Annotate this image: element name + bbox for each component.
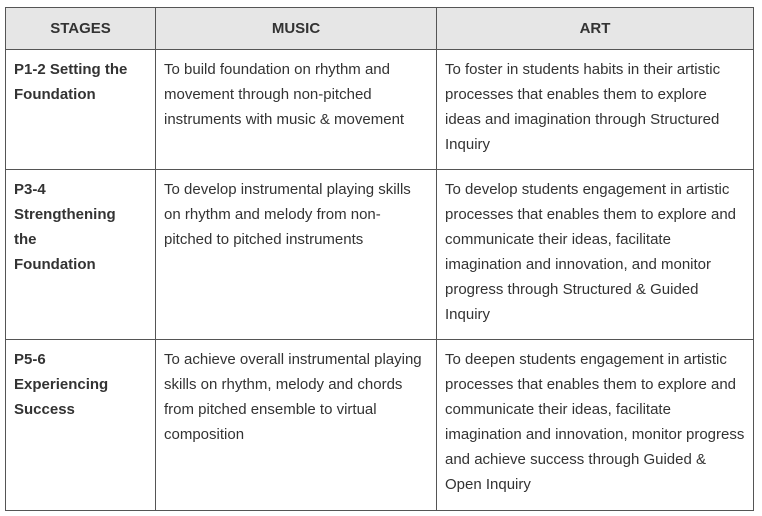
stage-cell: P5-6 Experiencing Success	[5, 339, 156, 511]
curriculum-stages-table: STAGES MUSIC ART P1-2 Setting the Founda…	[5, 7, 754, 511]
music-cell: To achieve overall instrumental playing …	[155, 339, 437, 511]
stage-label: P5-6 Experiencing Success	[14, 351, 109, 418]
table-row: P3-4 Strengthening the Foundation To dev…	[5, 169, 754, 340]
table-row: P5-6 Experiencing Success To achieve ove…	[5, 339, 754, 511]
music-text: To develop instrumental playing skills o…	[164, 181, 411, 248]
art-cell: To foster in students habits in their ar…	[436, 49, 754, 170]
music-text: To achieve overall instrumental playing …	[164, 351, 422, 443]
header-stages: STAGES	[5, 7, 156, 50]
art-cell: To deepen students engagement in artisti…	[436, 339, 754, 511]
art-text: To foster in students habits in their ar…	[445, 61, 721, 153]
stage-cell: P1-2 Setting the Foundation	[5, 49, 156, 170]
art-cell: To develop students engagement in artist…	[436, 169, 754, 340]
table-row: P1-2 Setting the Foundation To build fou…	[5, 49, 754, 170]
art-text: To deepen students engagement in artisti…	[445, 351, 745, 493]
header-music: MUSIC	[155, 7, 437, 50]
stage-cell: P3-4 Strengthening the Foundation	[5, 169, 156, 340]
table-header-row: STAGES MUSIC ART	[5, 7, 754, 50]
art-text: To develop students engagement in artist…	[445, 181, 737, 323]
music-cell: To develop instrumental playing skills o…	[155, 169, 437, 340]
stage-label: P1-2 Setting the Foundation	[14, 61, 128, 103]
header-art: ART	[436, 7, 754, 50]
stage-label: P3-4 Strengthening the Foundation	[14, 181, 116, 273]
music-cell: To build foundation on rhythm and moveme…	[155, 49, 437, 170]
music-text: To build foundation on rhythm and moveme…	[164, 61, 405, 128]
